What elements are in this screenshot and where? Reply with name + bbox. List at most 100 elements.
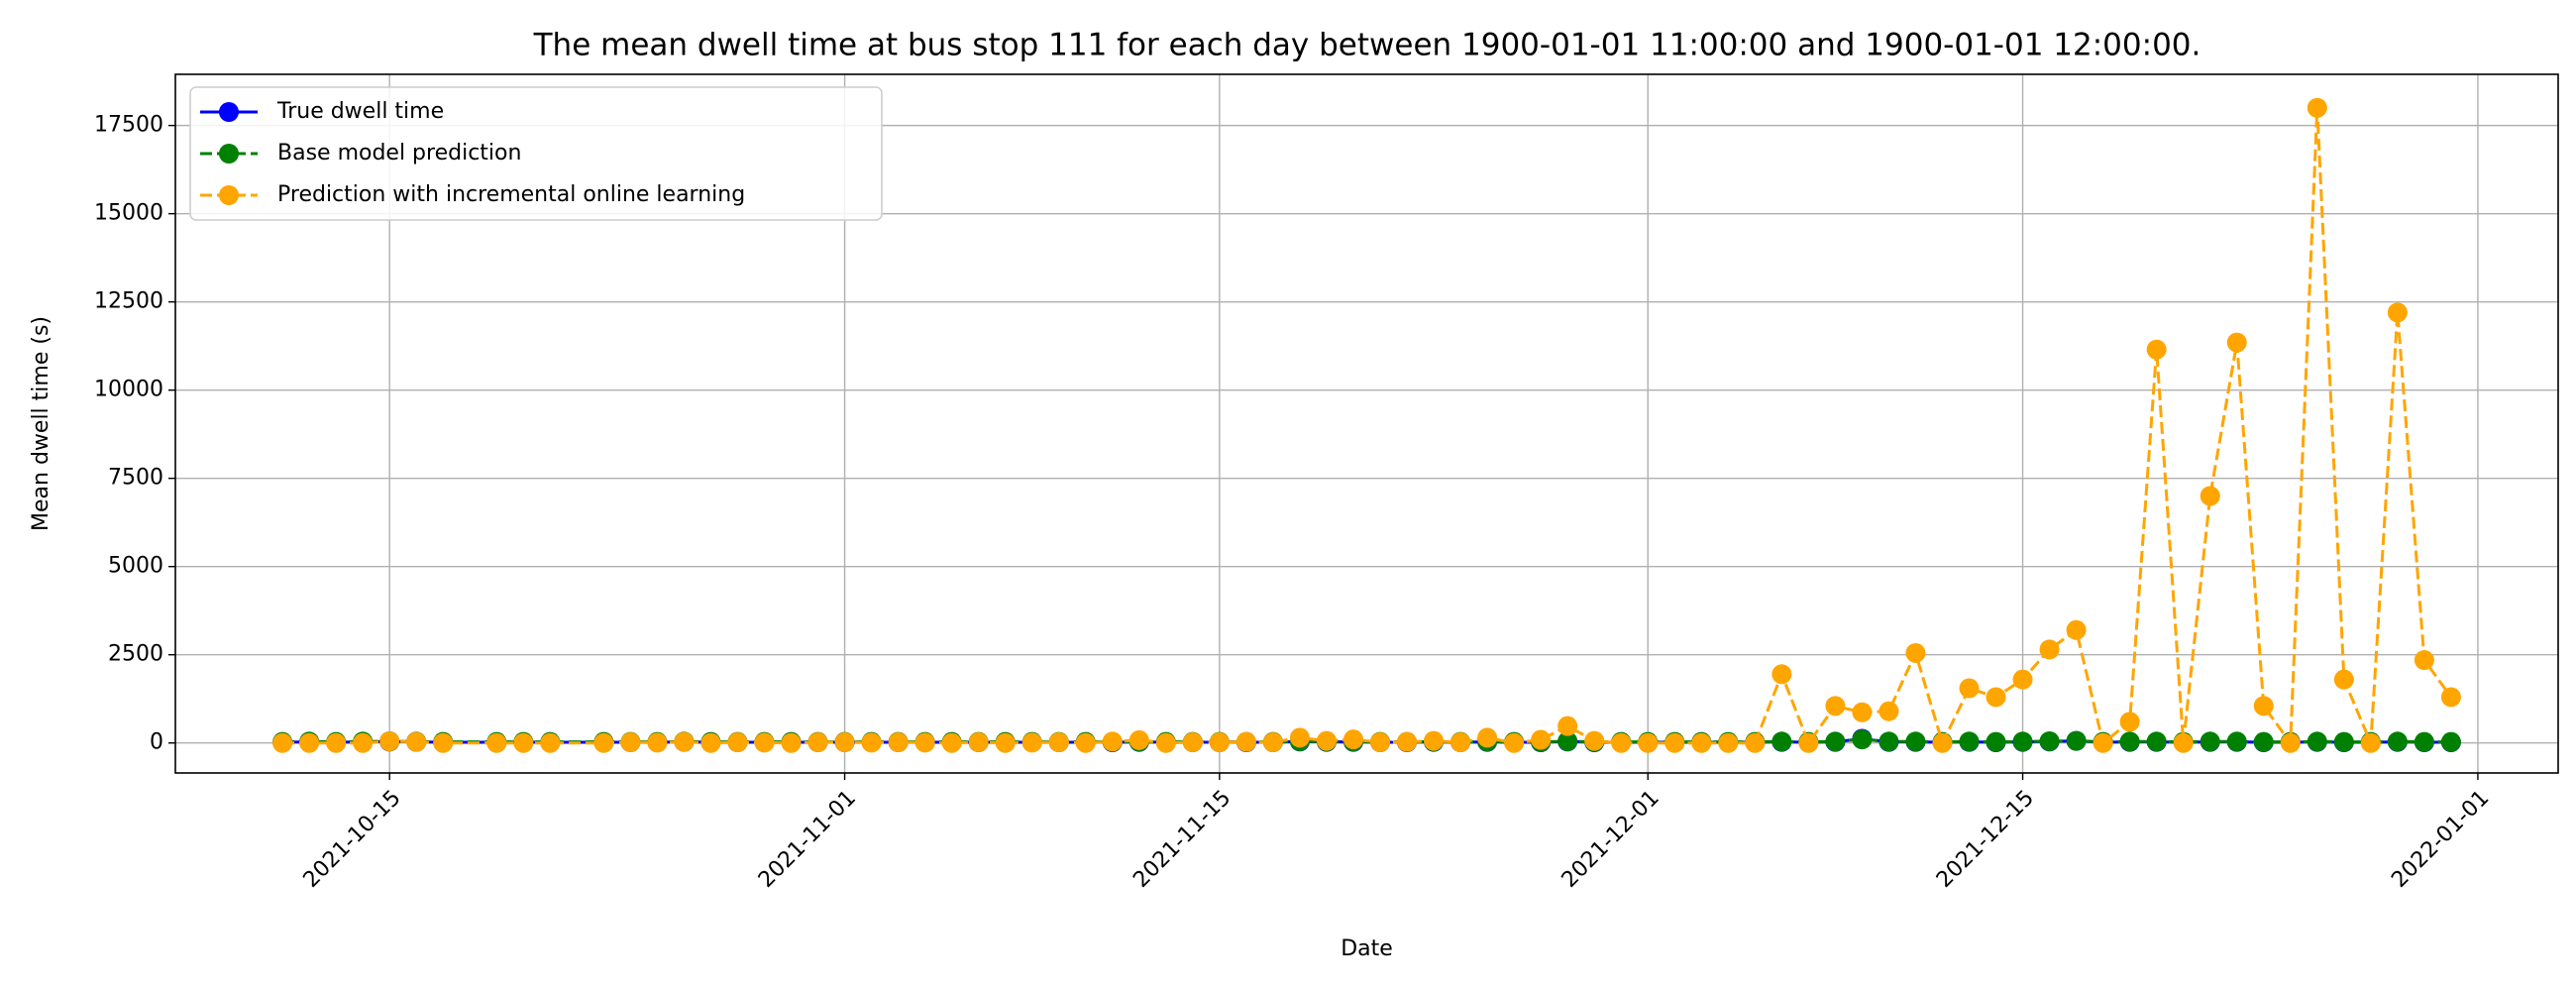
data-point [406, 731, 427, 752]
data-point [2280, 732, 2301, 753]
data-point [1905, 731, 1926, 752]
data-point [1128, 729, 1149, 750]
data-point [1852, 702, 1873, 722]
data-point [1986, 687, 2006, 708]
data-point [1905, 642, 1926, 663]
data-point [781, 732, 802, 753]
data-point [1021, 732, 1042, 753]
legend-box [189, 86, 883, 221]
data-point [2012, 669, 2033, 690]
legend-marker [219, 185, 239, 205]
data-point [1798, 732, 1819, 753]
data-point [1289, 727, 1310, 748]
data-point [2360, 732, 2381, 753]
data-point [700, 732, 721, 753]
plot-frame [174, 73, 2559, 774]
data-point [2414, 650, 2434, 671]
data-point [1342, 729, 1363, 750]
data-point [540, 732, 561, 753]
data-point [1048, 732, 1069, 753]
data-point [914, 732, 935, 753]
data-point [2333, 731, 2354, 752]
data-point [1638, 732, 1659, 753]
y-tick-label: 0 [150, 730, 163, 755]
data-point [2226, 731, 2247, 752]
data-point [1825, 731, 1846, 752]
data-point [2200, 486, 2220, 506]
data-point [379, 730, 400, 751]
data-point [2119, 731, 2140, 752]
data-point [433, 732, 454, 753]
data-point [968, 732, 989, 753]
data-point [353, 732, 374, 753]
data-point [1771, 664, 1792, 685]
x-tick-label: 2021-10-15 [299, 786, 406, 893]
data-point [2039, 639, 2060, 660]
data-point [272, 732, 293, 753]
data-point [1504, 732, 1525, 753]
x-axis-label: Date [1341, 936, 1393, 961]
data-point [1182, 732, 1203, 753]
data-point [2387, 302, 2408, 323]
data-point [299, 732, 320, 753]
data-point [1986, 731, 2006, 752]
data-point [1075, 732, 1096, 753]
data-point [834, 732, 855, 753]
data-point [486, 732, 507, 753]
y-tick-label: 12500 [94, 289, 163, 314]
data-point [995, 732, 1016, 753]
x-tick-label: 2022-01-01 [2387, 786, 2494, 893]
legend-label: Prediction with incremental online learn… [277, 182, 745, 207]
data-point [2039, 730, 2060, 751]
data-point [2440, 687, 2461, 708]
data-point [1424, 730, 1445, 751]
data-point [1557, 716, 1578, 736]
legend-marker [219, 144, 239, 164]
data-point [2119, 712, 2140, 732]
data-point [2093, 732, 2113, 753]
data-point [1745, 732, 1766, 753]
data-point [1771, 731, 1792, 752]
data-point [754, 732, 775, 753]
legend-marker [219, 102, 239, 122]
data-point [1959, 731, 1980, 752]
data-point [2333, 669, 2354, 690]
data-point [2066, 730, 2087, 751]
data-point [1209, 732, 1230, 753]
y-tick-label: 10000 [94, 378, 163, 402]
y-tick-label: 5000 [108, 554, 163, 579]
data-point [2253, 731, 2274, 752]
data-point [326, 732, 347, 753]
legend-label: True dwell time [276, 99, 444, 124]
y-tick-label: 2500 [108, 642, 163, 667]
data-point [1557, 730, 1578, 751]
data-point [2200, 731, 2220, 752]
data-point [1664, 732, 1685, 753]
data-point [1370, 732, 1391, 753]
data-point [1450, 732, 1471, 753]
data-point [1397, 731, 1418, 752]
data-point [593, 732, 614, 753]
data-point [2253, 696, 2274, 716]
data-point [1584, 730, 1605, 751]
data-point [1102, 731, 1123, 752]
y-tick-label: 7500 [108, 466, 163, 491]
data-point [1932, 732, 1953, 753]
data-point [1531, 729, 1552, 750]
data-point [807, 732, 828, 753]
data-point [674, 731, 695, 752]
y-axis-label: Mean dwell time (s) [29, 316, 54, 531]
chart-title: The mean dwell time at bus stop 111 for … [533, 28, 2201, 63]
data-point [2066, 619, 2087, 640]
data-point [2414, 731, 2434, 752]
x-tick-label: 2021-12-15 [1932, 786, 2039, 893]
data-point [1825, 696, 1846, 716]
data-point [1477, 727, 1498, 748]
data-point [727, 732, 748, 753]
data-point [1878, 701, 1899, 721]
data-point [1262, 732, 1283, 753]
y-tick-label: 17500 [94, 113, 163, 138]
x-tick-label: 2021-11-01 [754, 786, 861, 893]
data-point [2146, 339, 2167, 360]
